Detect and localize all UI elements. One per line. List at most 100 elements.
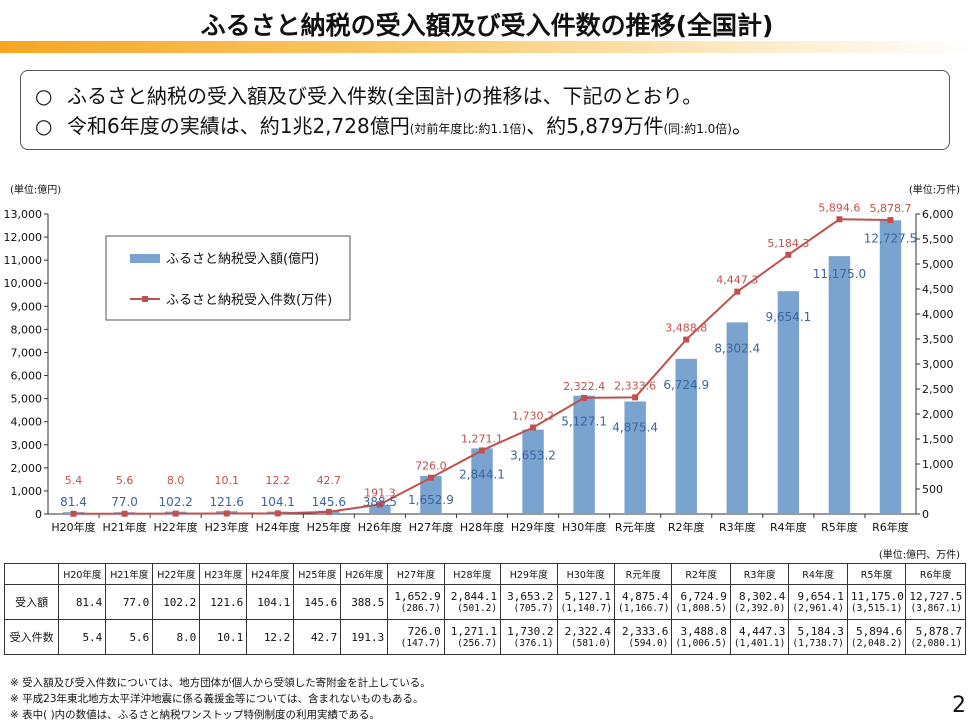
table-cell: 4,447.3 (1,401.1) xyxy=(729,619,790,655)
line-marker xyxy=(376,501,383,508)
table-cell: 8.0 xyxy=(152,619,201,655)
x-axis-tick-label: H29年度 xyxy=(511,520,555,534)
line-data-label: 42.7 xyxy=(317,474,342,487)
cell-value: 8,302.4 xyxy=(739,590,786,603)
left-axis-tick-label: 3,000 xyxy=(11,439,43,452)
table-cell: 5,184.3 (1,738.7) xyxy=(788,619,848,655)
bar-data-label: 145.6 xyxy=(312,495,346,509)
table-body: 受入額 81.4 77.0 102.2 121.6 104.1 145.6 388.5 1,65… xyxy=(3,584,966,655)
cell-onestop-value: (2,048.2) xyxy=(850,638,903,649)
table-cell: 5,127.1 (1,140.7) xyxy=(556,584,615,620)
right-axis-tick-label: 3,000 xyxy=(922,358,954,371)
table-header-cell: H25年度 xyxy=(293,563,342,585)
left-axis-tick-label: 13,000 xyxy=(4,208,43,221)
cell-onestop-value: (3,867.1) xyxy=(910,603,962,614)
table-cell: 4,875.4 (1,166.7) xyxy=(613,584,673,620)
x-axis-tick-label: R3年度 xyxy=(719,520,756,534)
bar xyxy=(726,322,749,514)
bar-data-label: 1,652.9 xyxy=(408,493,454,507)
table-header-cell: H22年度 xyxy=(152,563,201,585)
page-title: ふるさと納税の受入額及び受入件数の推移(全国計) xyxy=(200,11,774,40)
cell-value: 5,894.6 xyxy=(855,625,903,638)
line-data-label: 10.1 xyxy=(214,474,239,487)
cell-onestop-value: (1,738.7) xyxy=(792,638,844,649)
cell-value: 1,652.9 xyxy=(394,590,441,603)
left-axis-tick-label: 9,000 xyxy=(11,300,43,313)
circle-bullet-icon: ○ xyxy=(35,84,53,108)
line-data-label: 726.0 xyxy=(415,460,447,473)
table-cell: 3,653.2 (705.7) xyxy=(500,584,558,620)
table-header-cell: H30年度 xyxy=(556,563,615,585)
cell-value: 8.0 xyxy=(176,630,197,644)
table-cell: 12,727.5 (3,867.1) xyxy=(905,584,966,620)
bar-data-label: 81.4 xyxy=(60,495,87,509)
cell-value: 81.4 xyxy=(75,595,103,609)
summary-text-1: ふるさと納税の受入額及び受入件数(全国計)の推移は、下記のとおり。 xyxy=(67,84,703,108)
x-axis-tick-label: H28年度 xyxy=(460,520,504,534)
cell-onestop-value: (1,140.7) xyxy=(560,603,613,614)
bar xyxy=(879,220,902,515)
table-header-cell: R5年度 xyxy=(846,563,907,585)
right-axis-tick-label: 4,000 xyxy=(922,308,954,321)
line-data-label: 4,447.3 xyxy=(716,274,758,287)
left-axis-tick-label: 8,000 xyxy=(11,323,43,336)
bar-data-label: 121.6 xyxy=(210,495,244,509)
line-marker xyxy=(274,510,281,517)
bar-data-label: 3,653.2 xyxy=(510,449,556,463)
cell-value: 388.5 xyxy=(351,595,385,609)
table-cell: 1,730.2 (376.1) xyxy=(500,619,558,655)
summary-line-1: ○ ふるさと納税の受入額及び受入件数(全国計)の推移は、下記のとおり。 xyxy=(35,81,949,111)
legend-line-marker xyxy=(142,296,148,302)
summary-text-2-tail: 、約5,879万件 xyxy=(526,114,664,138)
table-header-cell: H21年度 xyxy=(105,563,154,585)
cell-value: 102.2 xyxy=(163,595,197,609)
left-axis-tick-label: 4,000 xyxy=(11,416,43,429)
cell-value: 1,730.2 xyxy=(507,625,554,638)
bar xyxy=(828,256,851,514)
bar-data-label: 102.2 xyxy=(158,495,192,509)
cell-value: 11,175.0 xyxy=(850,590,904,603)
table-header-cell: H20年度 xyxy=(58,563,107,585)
legend-bar-label: ふるさと納税受入額(億円) xyxy=(166,251,319,267)
table-cell: 11,175.0 (3,515.1) xyxy=(846,584,907,620)
cell-onestop-value: (1,401.1) xyxy=(733,638,786,649)
cell-value: 12.2 xyxy=(263,630,291,644)
left-axis-tick-label: 5,000 xyxy=(11,393,43,406)
table-header-cell: R6年度 xyxy=(905,563,966,585)
cell-onestop-value: (2,392.0) xyxy=(733,603,786,614)
x-axis-tick-label: H24年度 xyxy=(256,520,300,534)
bar-data-label: 12,727.5 xyxy=(864,231,917,245)
table-cell: 1,271.1 (256.7) xyxy=(443,619,502,655)
table-header-cell: H24年度 xyxy=(246,563,295,585)
cell-onestop-value: (594.0) xyxy=(628,638,669,649)
right-axis-tick-label: 2,500 xyxy=(922,383,954,396)
cell-onestop-value: (2,080.1) xyxy=(910,638,962,649)
summary-box: ○ ふるさと納税の受入額及び受入件数(全国計)の推移は、下記のとおり。 ○ 令和6年… xyxy=(20,70,950,150)
footnote: ※ 受入額及び受入件数については、地方団体が個人から受領した寄附金を計上している… xyxy=(10,677,431,689)
cell-value: 12,727.5 xyxy=(909,590,963,603)
line-marker xyxy=(581,394,588,401)
table-cell: 726.0 (147.7) xyxy=(387,619,445,655)
right-axis-tick-label: 2,000 xyxy=(922,408,954,421)
cell-value: 191.3 xyxy=(351,630,385,644)
line-data-label: 8.0 xyxy=(167,474,185,487)
table-cell: 5,894.6 (2,048.2) xyxy=(846,619,907,655)
line-series xyxy=(70,216,894,517)
table-cell: 191.3 xyxy=(340,619,389,655)
bar-data-label: 388.5 xyxy=(363,495,397,509)
x-axis-tick-label: H27年度 xyxy=(409,520,453,534)
x-axis-tick-label: H26年度 xyxy=(358,520,402,534)
bar-data-label: 8,302.4 xyxy=(714,341,760,355)
cell-value: 4,875.4 xyxy=(622,590,669,603)
x-axis-tick-label: R2年度 xyxy=(668,520,705,534)
cell-onestop-value: (256.7) xyxy=(457,638,498,649)
table-cell: 1,652.9 (286.7) xyxy=(387,584,445,620)
bar-data-label: 6,724.9 xyxy=(663,378,709,392)
x-axis-tick-label: R6年度 xyxy=(872,520,909,534)
summary-line-2: ○ 令和6年度の実績は、約1兆2,728億円(対前年度比:約1.1倍)、約5,87… xyxy=(35,111,949,144)
cell-onestop-value: (3,515.1) xyxy=(850,603,903,614)
right-axis-tick-label: 1,000 xyxy=(922,458,954,471)
table-header-cell: R元年度 xyxy=(613,563,673,585)
table-header-cell xyxy=(3,563,60,585)
table-cell: 5.6 xyxy=(105,619,154,655)
